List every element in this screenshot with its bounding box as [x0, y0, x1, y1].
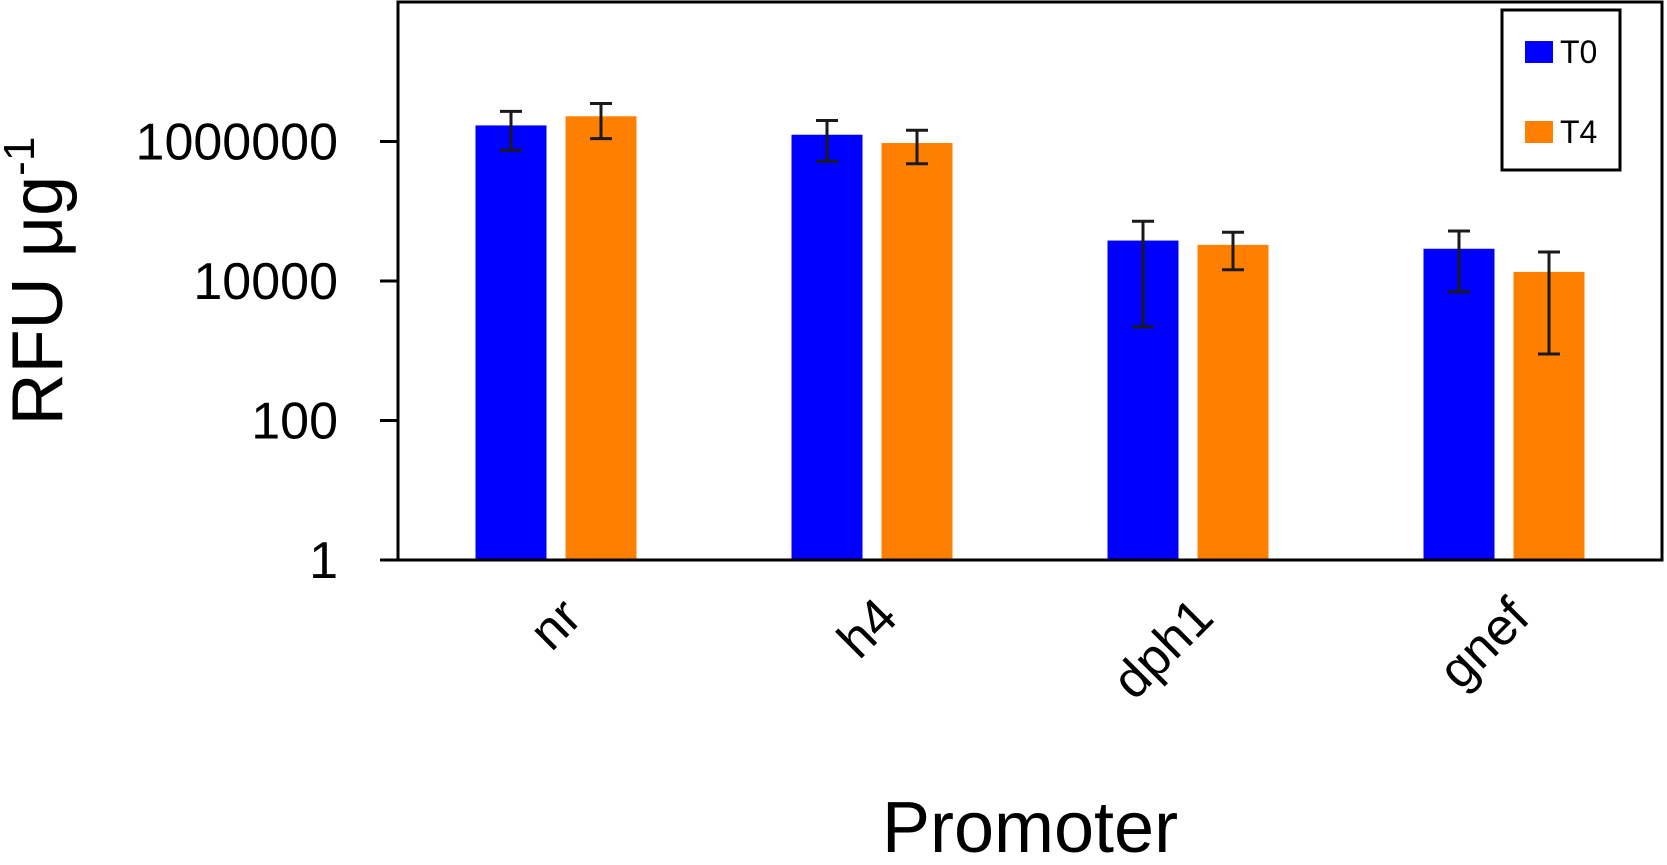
- bar-t0-gnef: [1423, 248, 1495, 560]
- legend-label-t4: T4: [1560, 114, 1597, 150]
- legend-swatch-t0: [1525, 41, 1553, 63]
- bar-t0-h4: [791, 134, 863, 560]
- bar-t4-nr: [565, 116, 637, 561]
- legend-swatch-t4: [1525, 121, 1553, 143]
- x-tick-label-dph1: dph1: [1102, 587, 1225, 710]
- y-tick-label-2: 10000: [193, 253, 338, 311]
- legend: T0 T4: [1500, 8, 1622, 172]
- legend-box: [1500, 8, 1622, 172]
- legend-label-t0: T0: [1560, 34, 1597, 70]
- y-tick-label-3: 1000000: [136, 114, 338, 172]
- y-axis-title-main: RFU μg: [0, 176, 78, 426]
- bar-t4-h4: [881, 143, 953, 560]
- x-axis: nr h4 dph1 gnef: [519, 587, 1541, 710]
- bars-layer: [475, 116, 1585, 561]
- y-axis-title-superscript: -1: [0, 137, 44, 176]
- x-tick-label-nr: nr: [519, 587, 593, 661]
- bar-t4-dph1: [1197, 244, 1269, 560]
- y-tick-label-1: 100: [251, 393, 338, 451]
- error-bars-layer: [500, 102, 1560, 356]
- y-axis: 1 100 10000 1000000: [136, 114, 398, 590]
- bar-t0-nr: [475, 125, 547, 561]
- y-axis-title: RFU μg-1: [0, 137, 78, 426]
- x-tick-label-h4: h4: [827, 587, 909, 669]
- y-tick-label-0: 1: [309, 532, 338, 590]
- x-tick-label-gnef: gnef: [1428, 587, 1541, 700]
- x-axis-title: Promoter: [882, 788, 1178, 865]
